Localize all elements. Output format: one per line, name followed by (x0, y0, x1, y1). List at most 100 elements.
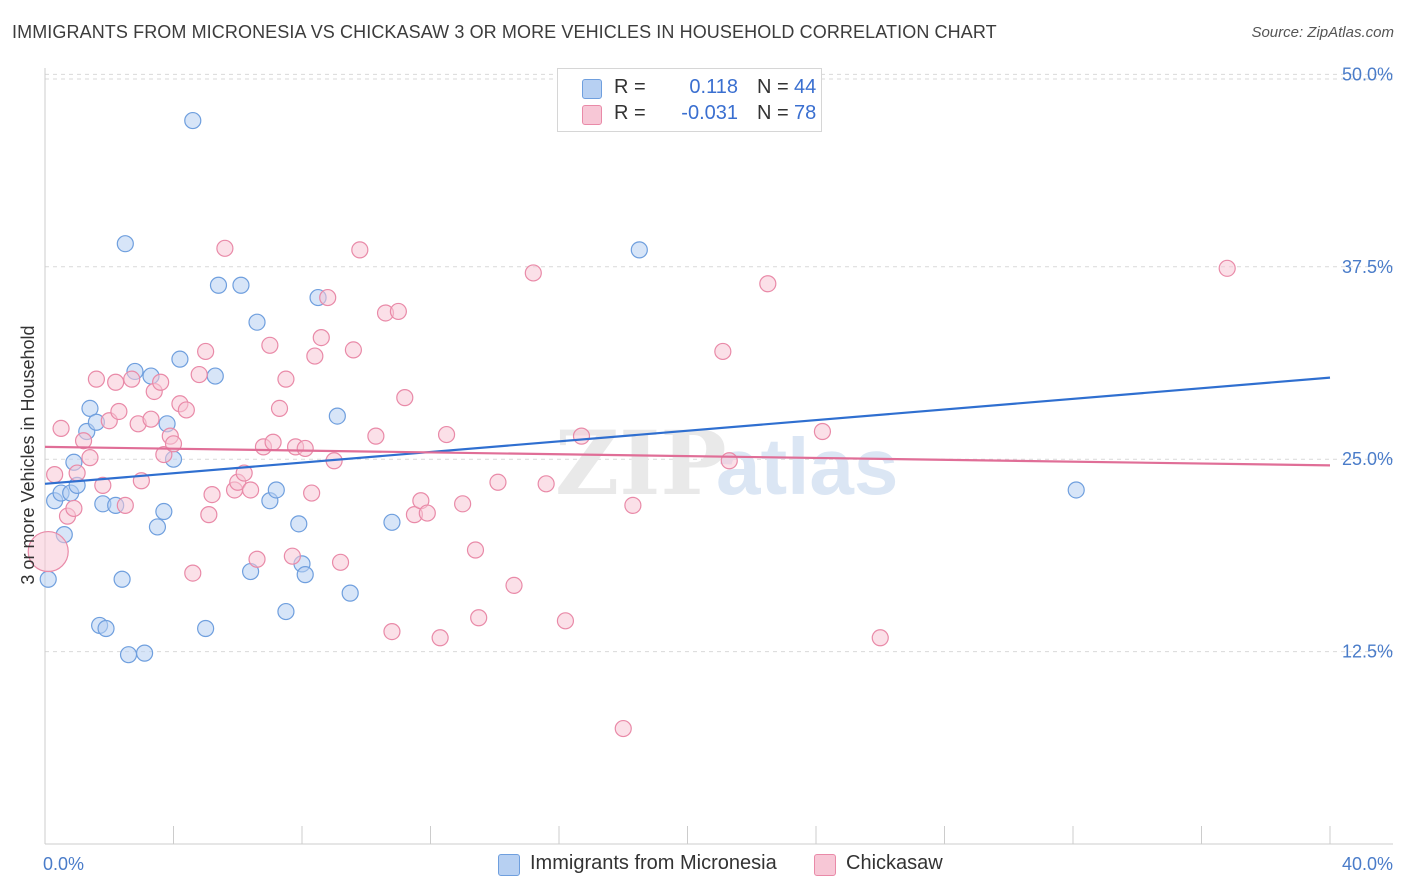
point-chickasaw (283, 547, 301, 565)
point-chickasaw (261, 336, 279, 354)
point-chickasaw (720, 452, 738, 470)
point-chickasaw (155, 445, 173, 464)
legend-n-value: 44 (794, 76, 817, 98)
legend-r-value: -0.031 (681, 102, 738, 124)
x-tick-label-min: 0.0% (43, 854, 84, 874)
point-micronesia (209, 276, 228, 294)
point-chickasaw (624, 496, 642, 514)
legend-r-label: R = (614, 76, 646, 98)
y-axis-label: 3 or more Vehicles in Household (18, 325, 38, 584)
point-chickasaw (505, 576, 523, 595)
point-chickasaw (556, 612, 575, 630)
point-chickasaw (572, 427, 591, 445)
point-chickasaw (351, 241, 369, 259)
pink-swatch-icon (582, 105, 602, 125)
point-chickasaw (466, 541, 485, 559)
watermark-atlas: atlas (716, 422, 898, 511)
point-chickasaw (389, 302, 407, 321)
trend-line-micronesia (44, 376, 1331, 485)
point-chickasaw (344, 341, 362, 359)
point-chickasaw (303, 484, 321, 502)
point-micronesia (630, 241, 648, 259)
point-chickasaw (52, 419, 70, 438)
point-chickasaw (197, 342, 215, 361)
source-credit: Source: ZipAtlas.com (1251, 24, 1394, 41)
point-chickasaw (81, 449, 99, 467)
point-chickasaw (383, 622, 401, 641)
point-micronesia (341, 584, 359, 602)
point-micronesia (119, 646, 138, 664)
point-chickasaw (94, 476, 112, 494)
point-chickasaw (107, 373, 125, 391)
y-tick-label: 50.0% (1342, 64, 1393, 84)
point-chickasaw (177, 401, 195, 419)
point-chickasaw (270, 399, 289, 418)
point-micronesia (296, 566, 314, 584)
point-chickasaw (110, 402, 128, 421)
point-chickasaw (27, 530, 69, 573)
point-chickasaw (489, 473, 507, 491)
point-chickasaw (524, 264, 542, 282)
tick-labels: 0.0% 40.0% 12.5% 25.0% 37.5% 50.0% (43, 64, 1393, 874)
legend-r-value: 0.118 (689, 76, 738, 98)
bottom-legend-chickasaw: Chickasaw (814, 852, 974, 878)
point-chickasaw (74, 432, 93, 450)
legend-n-value: 78 (794, 102, 817, 124)
point-chickasaw (312, 328, 330, 347)
legend-r-label: R = (614, 102, 646, 124)
point-micronesia (206, 367, 224, 385)
point-chickasaw (367, 427, 385, 445)
point-chickasaw (759, 275, 777, 293)
point-chickasaw (216, 239, 234, 257)
point-micronesia (197, 619, 215, 638)
point-chickasaw (319, 288, 337, 307)
point-chickasaw (184, 564, 202, 582)
point-chickasaw (65, 499, 83, 518)
pink-swatch-icon (814, 854, 836, 876)
point-chickasaw (306, 347, 324, 365)
stats-legend: R = 0.118 N = 44 R = -0.031 N = 78 (557, 68, 822, 132)
point-micronesia (383, 513, 401, 531)
blue-swatch-icon (498, 854, 520, 876)
point-chickasaw (614, 719, 632, 738)
bottom-legend-micronesia: Immigrants from Micronesia (498, 852, 798, 878)
point-chickasaw (437, 425, 456, 444)
point-chickasaw (813, 422, 832, 441)
point-micronesia (267, 481, 285, 499)
trend-lines (44, 376, 1331, 485)
bottom-legend-label: Immigrants from Micronesia (530, 852, 777, 874)
point-chickasaw (537, 475, 555, 493)
point-chickasaw (190, 365, 208, 384)
point-chickasaw (203, 485, 221, 504)
point-micronesia (135, 644, 154, 662)
point-micronesia (277, 602, 295, 621)
blue-swatch-icon (582, 79, 602, 99)
y-tick-label: 37.5% (1342, 257, 1393, 277)
point-chickasaw (123, 370, 141, 388)
chart-title: IMMIGRANTS FROM MICRONESIA VS CHICKASAW … (12, 22, 997, 42)
point-micronesia (39, 570, 57, 588)
point-chickasaw (46, 465, 64, 484)
point-micronesia (155, 502, 173, 521)
point-chickasaw (470, 609, 488, 627)
point-chickasaw (116, 496, 134, 514)
point-micronesia (113, 570, 131, 588)
y-tick-label: 25.0% (1342, 449, 1393, 469)
point-chickasaw (331, 553, 350, 571)
point-chickasaw (68, 464, 86, 482)
point-chickasaw (248, 550, 266, 568)
point-chickasaw (235, 464, 253, 482)
point-chickasaw (396, 389, 414, 407)
legend-n-label: N = (757, 102, 789, 124)
point-chickasaw (152, 373, 170, 391)
point-chickasaw (277, 370, 295, 388)
point-micronesia (290, 515, 308, 533)
point-chickasaw (714, 342, 732, 361)
point-micronesia (97, 619, 115, 638)
bottom-legend-label: Chickasaw (846, 852, 943, 874)
legend-n-label: N = (757, 76, 789, 98)
axes (44, 68, 1393, 845)
point-chickasaw (296, 439, 314, 458)
point-micronesia (148, 518, 167, 536)
